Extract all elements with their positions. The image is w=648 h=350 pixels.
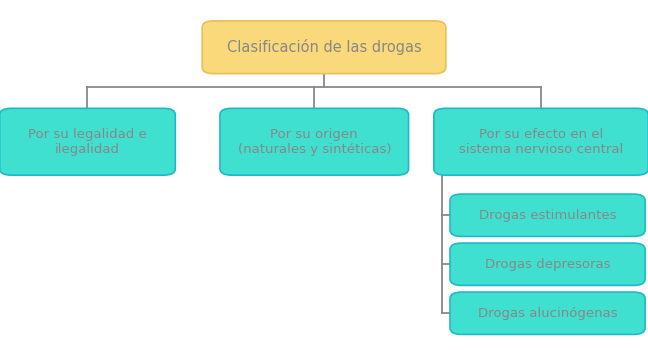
FancyBboxPatch shape [0,108,175,175]
FancyBboxPatch shape [450,194,645,237]
FancyBboxPatch shape [202,21,446,74]
Text: Clasificación de las drogas: Clasificación de las drogas [227,39,421,55]
Text: Drogas alucinógenas: Drogas alucinógenas [478,307,618,320]
FancyBboxPatch shape [450,243,645,286]
FancyBboxPatch shape [450,292,645,335]
Text: Por su legalidad e
ilegalidad: Por su legalidad e ilegalidad [28,128,147,156]
Text: Drogas estimulantes: Drogas estimulantes [479,209,616,222]
Text: Drogas depresoras: Drogas depresoras [485,258,610,271]
FancyBboxPatch shape [220,108,408,175]
Text: Por su efecto en el
sistema nervioso central: Por su efecto en el sistema nervioso cen… [459,128,623,156]
Text: Por su origen
(naturales y sintéticas): Por su origen (naturales y sintéticas) [238,128,391,156]
FancyBboxPatch shape [434,108,648,175]
